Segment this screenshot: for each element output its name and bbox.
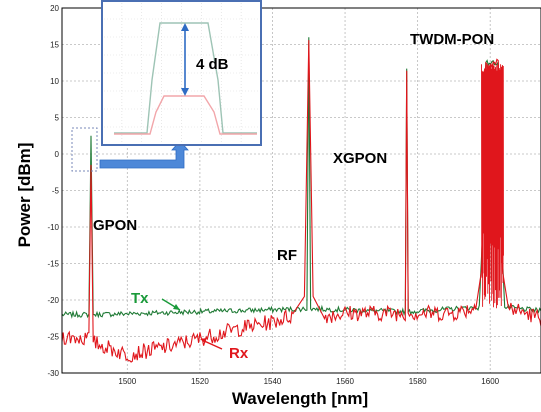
series-group [61,37,541,363]
y-tick-label: -5 [52,187,60,196]
ticks: 1500 1520 1540 1560 1580 1600-30-25-20-15-10-… [47,4,499,386]
xgpon-label: XGPON [333,150,387,167]
series-rx-line [61,40,541,363]
inset-delta-arrow-bottom [181,88,189,96]
x-tick-label: 1500 [118,377,136,386]
inset-zoom: 4 dB [101,0,262,146]
inset-rx-trace [114,95,257,135]
y-tick-label: -25 [47,333,59,342]
y-tick-label: -20 [47,296,59,305]
plot-frame [61,7,541,374]
y-tick-label: -15 [47,260,59,269]
inset-delta-arrow-top [181,23,189,31]
y-tick-label: 20 [50,4,59,13]
gpon-label: GPON [93,217,137,234]
y-tick-label: 10 [50,77,59,86]
inset-grid [104,3,259,143]
inset-delta-label: 4 dB [196,56,229,73]
rx-pointer-head [200,338,207,343]
twdm-channel-comb [481,63,504,309]
x-axis-title: Wavelength [nm] [232,389,368,408]
x-tick-label: 1560 [336,377,354,386]
x-tick-label: 1600 [481,377,499,386]
inset-tx-trace [114,22,257,134]
tx-label: Tx [131,290,149,307]
twdm-pon-label: TWDM-PON [410,31,494,48]
rf-label: RF [277,247,297,264]
gpon-highlight-box [71,127,98,172]
x-tick-label: 1580 [409,377,427,386]
y-tick-label: 15 [50,41,59,50]
y-tick-label: -10 [47,223,59,232]
tx-pointer-head [173,304,180,310]
y-tick-label: -30 [47,369,59,378]
x-tick-label: 1540 [264,377,282,386]
rx-label: Rx [229,345,249,362]
y-tick-label: 5 [55,114,60,123]
y-tick-label: 0 [55,150,60,159]
y-axis-title: Power [dBm] [15,143,34,248]
x-tick-label: 1520 [191,377,209,386]
